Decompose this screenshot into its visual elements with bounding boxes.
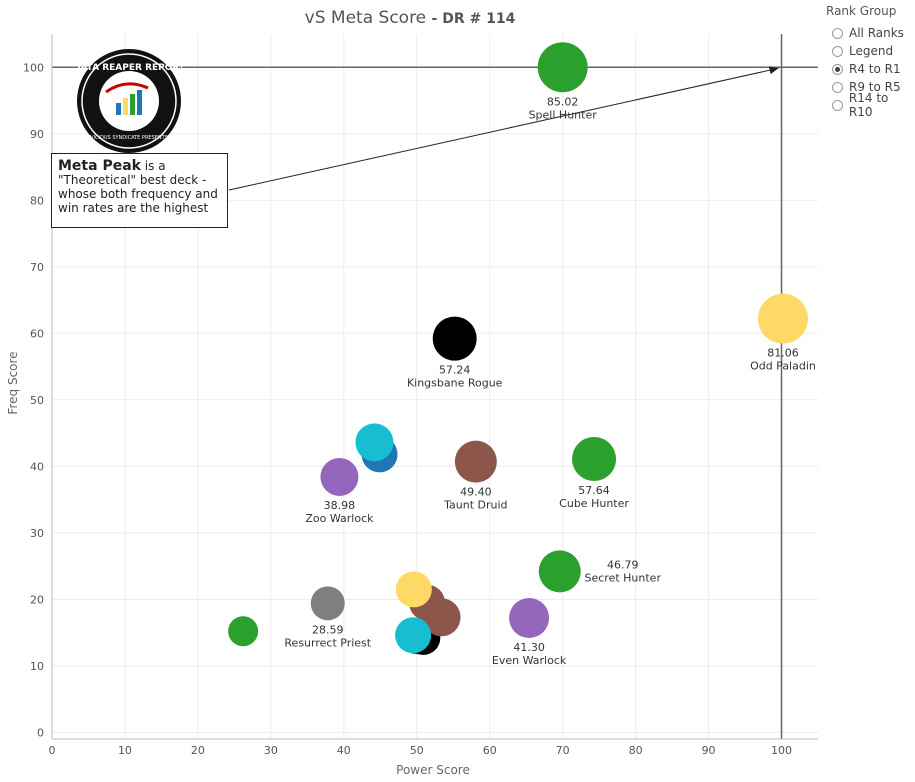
arrow-head [768, 66, 779, 75]
data-point-6[interactable] [355, 423, 394, 462]
point-value-label: 28.59 [312, 623, 344, 636]
rank-option-r4-to-r1[interactable]: R4 to R1 [826, 60, 915, 78]
x-tick-label: 30 [264, 744, 278, 757]
y-tick-label: 40 [30, 460, 44, 473]
rank-option-label: R4 to R1 [849, 62, 901, 76]
point-name-label: Spell Hunter [529, 108, 598, 121]
point-value-label: 46.79 [607, 558, 639, 571]
x-tick-label: 10 [118, 744, 132, 757]
y-tick-label: 90 [30, 128, 44, 141]
point-value-label: 38.98 [324, 499, 356, 512]
x-tick-label: 20 [191, 744, 205, 757]
y-axis-label: Freq Score [6, 351, 20, 414]
data-point-10[interactable] [310, 586, 345, 621]
point-name-label: Cube Hunter [559, 497, 629, 510]
radio-button-icon[interactable] [832, 81, 843, 93]
point-value-label: 57.64 [578, 484, 610, 497]
data-reaper-logo: DATA REAPER REPORT VICIOUS SYNDICATE PRE… [73, 48, 186, 154]
rank-option-label: Legend [849, 44, 894, 58]
y-tick-label: 100 [23, 61, 44, 74]
axes: 0 10 20 30 40 50 60 70 80 90 100 0 10 20 30 40 50 60 70 80 9… [23, 34, 818, 757]
point-name-label: Resurrect Priest [284, 636, 371, 649]
x-axis-label: Power Score [396, 763, 470, 777]
rank-option-label: R14 to R10 [848, 91, 889, 119]
data-point-1[interactable] [757, 293, 808, 344]
data-point-8[interactable] [538, 550, 581, 593]
rank-option-all-ranks[interactable]: All Ranks [826, 24, 915, 42]
data-point-0[interactable] [537, 42, 588, 93]
y-tick-label: 20 [30, 593, 44, 606]
x-tick-label: 100 [771, 744, 792, 757]
x-tick-label: 80 [629, 744, 643, 757]
data-point-17[interactable] [395, 617, 432, 654]
rank-option-label: All Ranks [849, 26, 904, 40]
reference-lines [52, 34, 818, 739]
point-name-label: Kingsbane Rogue [407, 377, 503, 390]
radio-button-icon[interactable] [832, 63, 843, 75]
legend-options: All Ranks Legend R4 to R1 R9 to R5 R14 to R1… [826, 24, 915, 119]
x-tick-label: 40 [337, 744, 351, 757]
data-point-2[interactable] [432, 316, 477, 361]
point-name-label: Even Warlock [492, 654, 567, 667]
arrow-line [228, 67, 779, 191]
annotation-highlight: Meta Peak [58, 158, 141, 174]
data-point-16[interactable] [395, 571, 432, 608]
point-value-label: 49.40 [460, 486, 492, 499]
y-tick-label: 80 [30, 194, 44, 207]
point-name-label: Secret Hunter [585, 571, 662, 584]
data-points [228, 42, 808, 655]
x-tick-label: 90 [702, 744, 716, 757]
point-value-label: 85.02 [547, 95, 579, 108]
annotation-arrow [228, 66, 779, 191]
data-point-9[interactable] [509, 597, 550, 638]
title-main: vS Meta Score [304, 8, 427, 28]
rank-option-r14-to-r10[interactable]: R14 to R10 [826, 91, 915, 119]
chart-title: vS Meta Score - DR # 114 [0, 8, 820, 28]
y-tick-label: 30 [30, 527, 44, 540]
logo-text: DATA REAPER REPORT [76, 63, 182, 73]
y-tick-label: 60 [30, 327, 44, 340]
legend-title: Rank Group [826, 4, 897, 18]
data-point-11[interactable] [228, 616, 259, 647]
y-tick-label: 0 [37, 726, 44, 739]
x-tick-label: 0 [49, 744, 56, 757]
radio-button-icon[interactable] [832, 99, 843, 111]
rank-option-legend[interactable]: Legend [826, 42, 915, 60]
point-value-label: 41.30 [513, 641, 545, 654]
rank-option-r9-to-r5[interactable]: R9 to R5 [826, 78, 915, 96]
title-sub-text: DR # 114 [442, 11, 516, 27]
radio-button-icon[interactable] [832, 45, 843, 57]
annotation-text: is a "Theoretical" best deck - whose bot… [58, 159, 218, 215]
data-point-3[interactable] [572, 436, 617, 481]
rank-group-filter: Rank Group All Ranks Legend R4 to R1 R9 to … [826, 4, 915, 119]
x-tick-label: 70 [556, 744, 570, 757]
x-tick-label: 60 [483, 744, 497, 757]
point-value-label: 81.06 [767, 347, 799, 360]
meta-peak-annotation: Meta Peak is a "Theoretical" best deck -… [51, 153, 228, 228]
point-name-label: Zoo Warlock [305, 512, 374, 525]
y-tick-label: 50 [30, 394, 44, 407]
title-sub: - DR # 114 [431, 11, 516, 27]
point-name-label: Taunt Druid [443, 499, 507, 512]
radio-button-icon[interactable] [832, 27, 843, 39]
y-tick-label: 10 [30, 660, 44, 673]
rank-option-label: R9 to R5 [849, 80, 901, 94]
y-tick-label: 70 [30, 261, 44, 274]
logo-subtext: VICIOUS SYNDICATE PRESENTS [90, 135, 168, 141]
data-point-4[interactable] [454, 440, 497, 483]
point-name-label: Odd Paladin [750, 360, 816, 373]
data-point-7[interactable] [320, 457, 359, 496]
x-tick-label: 50 [410, 744, 424, 757]
logo-graphic: DATA REAPER REPORT VICIOUS SYNDICATE PRE… [73, 49, 186, 153]
point-value-label: 57.24 [439, 364, 471, 377]
data-point-15[interactable] [422, 598, 461, 637]
